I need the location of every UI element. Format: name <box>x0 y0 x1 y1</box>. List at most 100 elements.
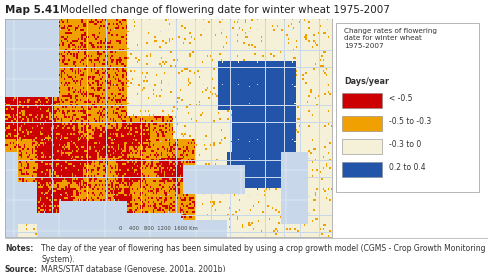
Bar <box>242 25 243 27</box>
Bar <box>313 233 315 234</box>
Bar <box>211 112 213 114</box>
Bar <box>259 169 262 173</box>
Bar <box>134 192 135 194</box>
Bar <box>269 78 270 80</box>
Bar <box>191 78 192 80</box>
Bar <box>177 125 178 127</box>
Bar <box>167 17 170 21</box>
Bar <box>264 89 265 91</box>
Bar <box>207 40 208 42</box>
Bar <box>258 99 259 101</box>
Bar <box>245 165 246 167</box>
Bar <box>139 178 142 182</box>
Bar <box>325 199 326 201</box>
Bar <box>267 207 268 209</box>
Bar <box>275 220 277 222</box>
Bar <box>175 74 176 76</box>
Bar <box>327 230 329 232</box>
Bar <box>64 163 65 165</box>
Bar <box>294 66 296 67</box>
Bar <box>148 47 149 48</box>
Bar <box>137 167 138 169</box>
Bar <box>40 118 43 122</box>
Bar <box>48 182 49 184</box>
Bar <box>280 214 281 215</box>
Bar <box>130 140 132 141</box>
Bar <box>103 34 106 38</box>
Bar <box>307 40 308 42</box>
Bar <box>154 67 156 70</box>
Bar <box>145 42 146 44</box>
Bar <box>168 133 170 135</box>
Bar <box>256 101 259 106</box>
Bar <box>86 159 87 160</box>
Bar <box>149 97 151 99</box>
Bar <box>113 55 116 59</box>
Bar <box>304 63 305 65</box>
Bar <box>168 211 170 213</box>
Bar <box>315 175 316 177</box>
Bar <box>178 163 180 165</box>
Bar <box>325 184 326 186</box>
Bar <box>83 140 84 141</box>
Bar <box>135 21 138 25</box>
Bar <box>211 89 215 93</box>
Bar <box>186 68 189 72</box>
Bar <box>46 186 49 190</box>
Bar <box>261 63 262 65</box>
Bar <box>296 101 297 103</box>
Bar <box>289 142 291 144</box>
Bar <box>201 51 202 52</box>
Bar <box>151 59 153 61</box>
Bar <box>87 36 89 38</box>
Bar <box>253 125 254 127</box>
Bar <box>277 104 278 106</box>
Bar <box>77 148 78 150</box>
Bar <box>325 55 326 57</box>
Bar <box>264 101 265 103</box>
Bar <box>323 186 324 188</box>
Bar <box>269 194 272 199</box>
Bar <box>56 129 57 131</box>
Bar <box>148 186 149 188</box>
Bar <box>91 27 92 29</box>
Bar <box>140 169 142 171</box>
Bar <box>30 167 32 169</box>
Bar <box>313 38 316 42</box>
Bar <box>89 165 91 167</box>
Bar <box>113 173 116 177</box>
Bar <box>140 89 142 91</box>
Bar <box>106 34 110 38</box>
Bar <box>199 59 200 61</box>
Bar <box>49 156 52 160</box>
Bar <box>94 78 95 80</box>
Bar <box>113 178 116 182</box>
Bar <box>224 93 225 95</box>
Bar <box>291 114 294 118</box>
Bar <box>301 129 302 131</box>
Bar <box>207 156 208 158</box>
Bar <box>250 48 251 51</box>
Bar <box>183 30 186 33</box>
Bar <box>216 216 218 218</box>
Bar <box>282 106 285 110</box>
Bar <box>258 131 259 133</box>
Bar <box>180 135 183 139</box>
Bar <box>265 32 267 33</box>
Bar <box>70 194 72 196</box>
Bar <box>153 133 154 135</box>
Bar <box>250 127 251 129</box>
Bar <box>256 34 258 36</box>
Bar <box>331 148 332 150</box>
Bar <box>254 190 256 192</box>
Bar <box>113 55 114 57</box>
Bar <box>234 91 235 93</box>
Bar <box>323 40 324 42</box>
Bar <box>172 140 173 141</box>
Bar <box>87 34 91 38</box>
Bar <box>282 80 285 84</box>
Bar <box>87 34 89 36</box>
Bar <box>245 51 246 52</box>
Bar <box>221 104 223 106</box>
Bar <box>57 201 59 203</box>
